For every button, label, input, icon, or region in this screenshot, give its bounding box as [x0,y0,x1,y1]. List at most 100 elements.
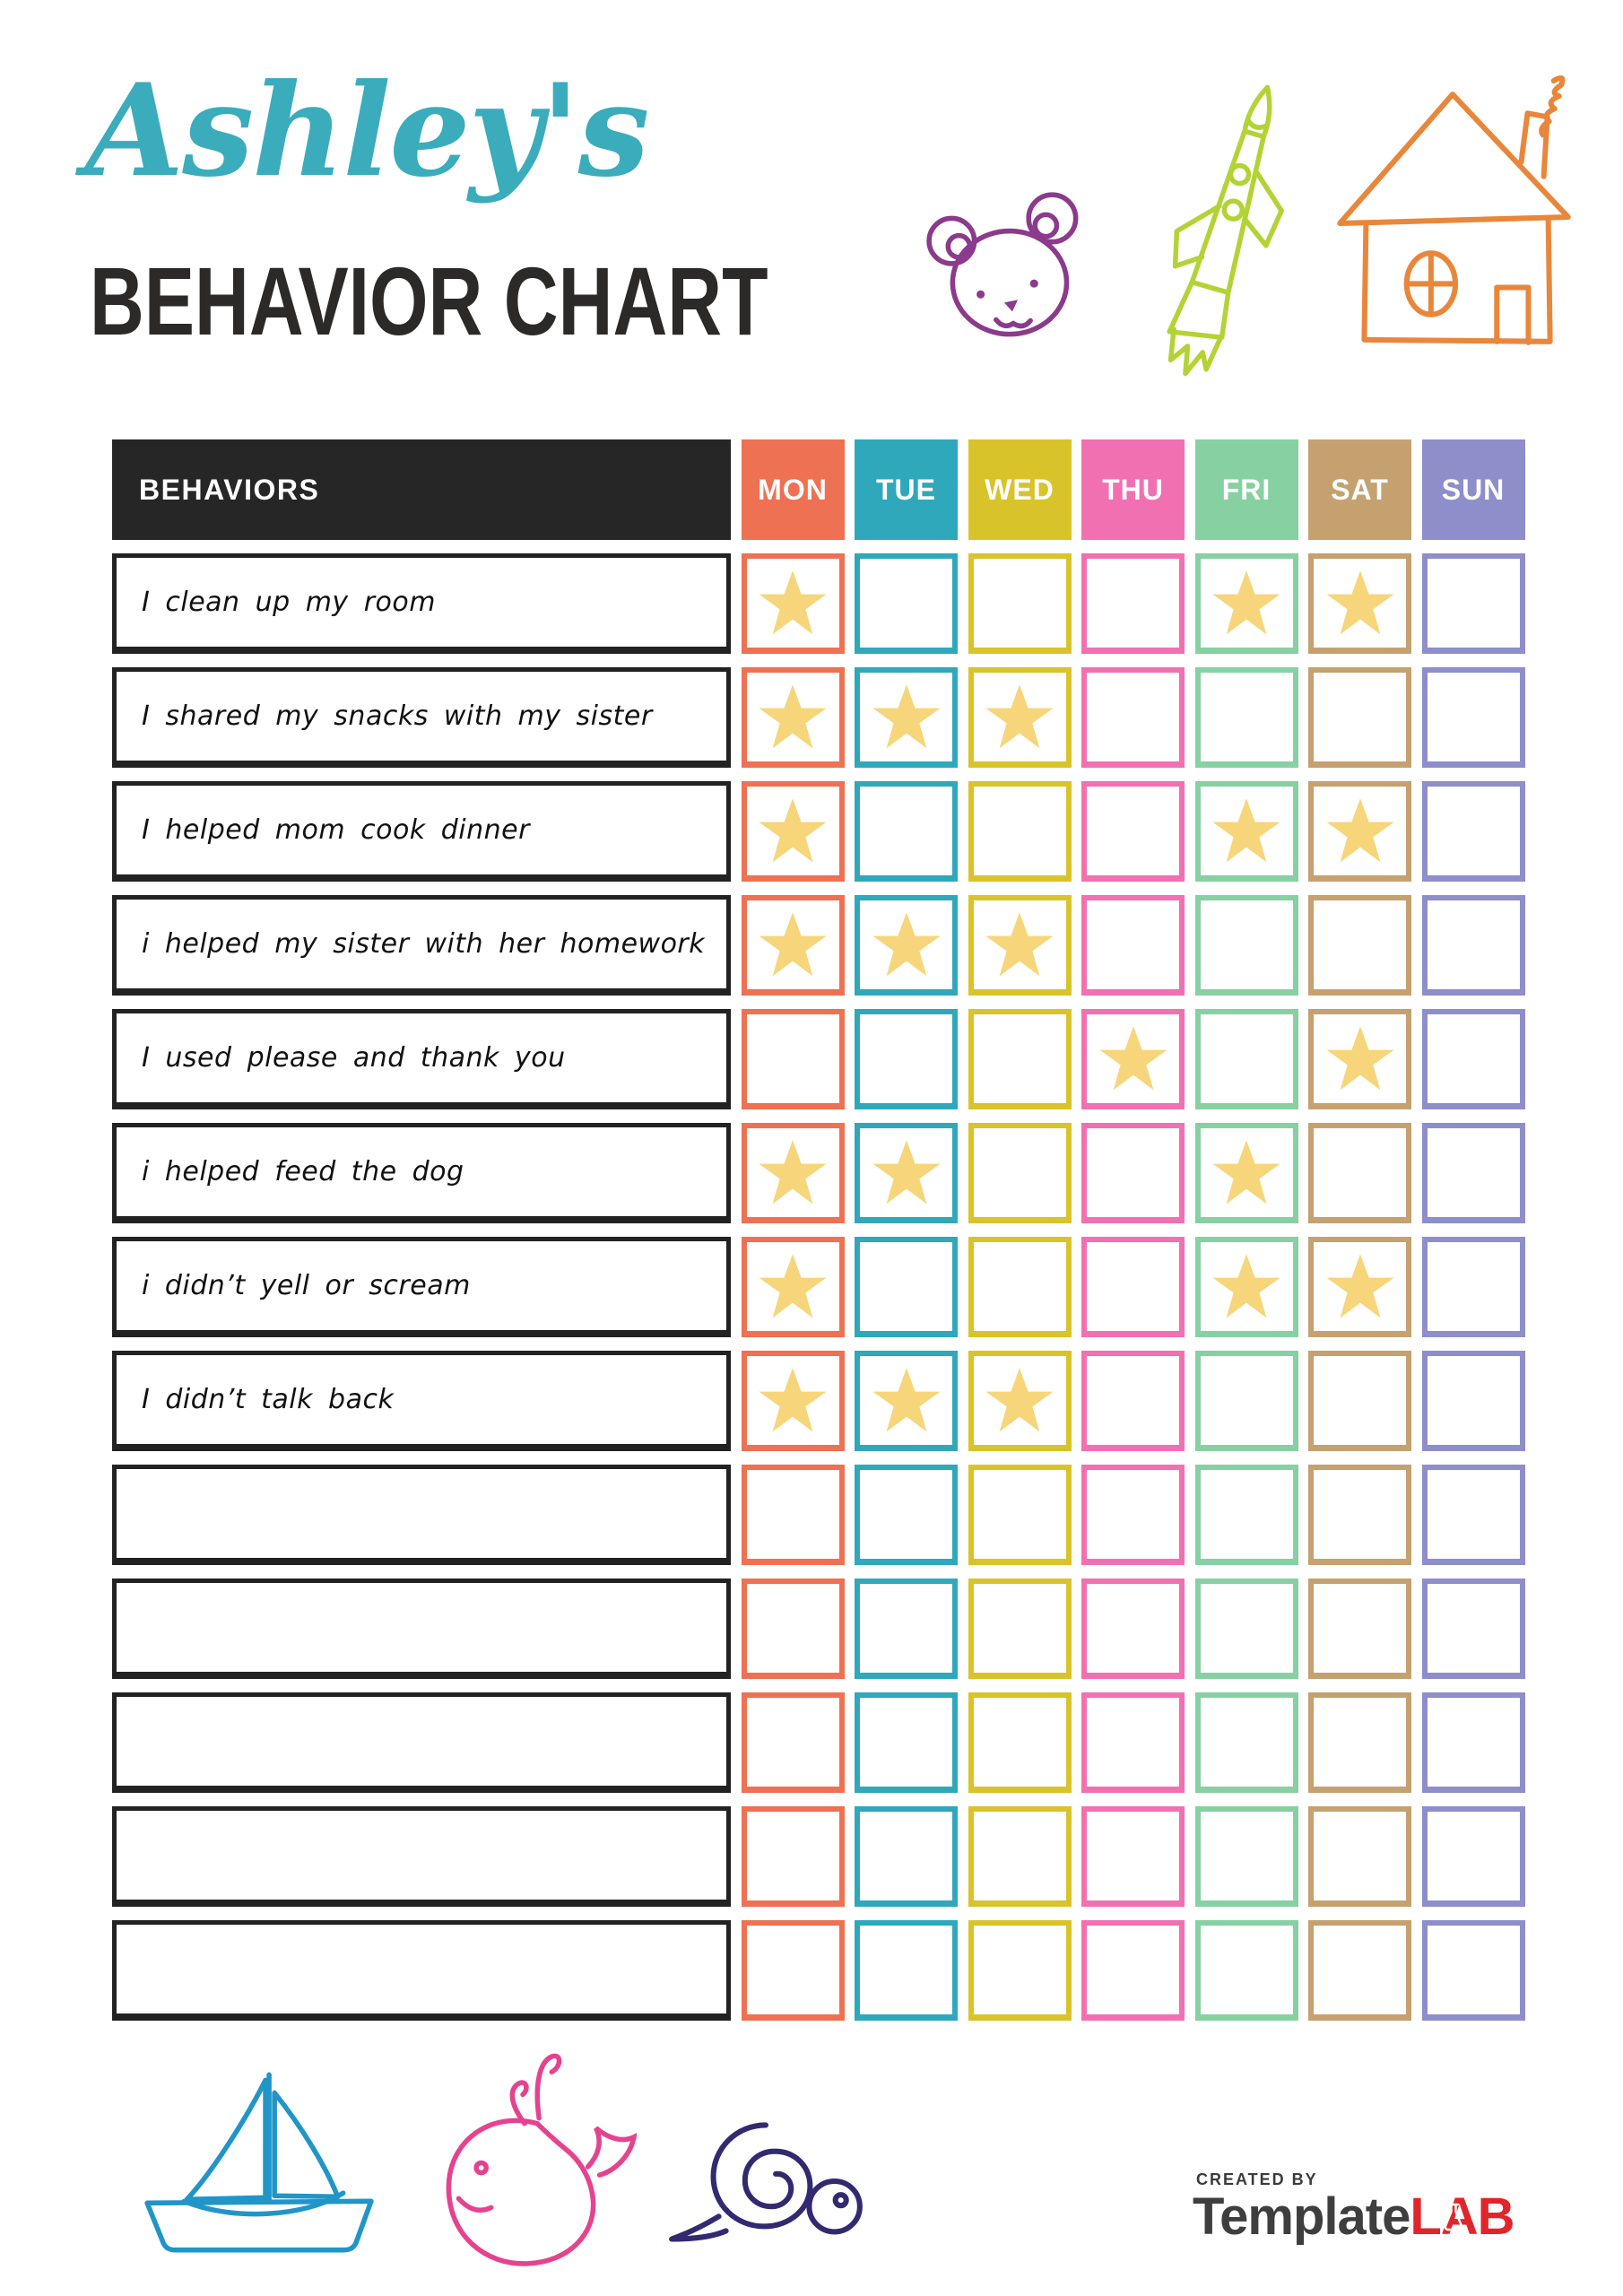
star-cell-sat-row5[interactable] [1308,1009,1411,1109]
star-cell-mon-row5[interactable] [741,1009,845,1109]
star-cell-thu-row8[interactable] [1081,1351,1185,1451]
star-cell-fri-row2[interactable] [1194,667,1298,768]
star-cell-fri-row6[interactable] [1194,1123,1298,1223]
star-cell-fri-row12[interactable] [1194,1806,1298,1907]
behavior-label: I shared my snacks with my sister [112,667,731,768]
star-cell-thu-row7[interactable] [1081,1237,1185,1337]
star-cell-thu-row4[interactable] [1081,895,1185,996]
star-cell-wed-row12[interactable] [968,1806,1072,1907]
star-cell-tue-row8[interactable] [855,1351,958,1451]
star-cell-sat-row6[interactable] [1308,1123,1411,1223]
star-cell-thu-row1[interactable] [1081,553,1185,654]
star-cell-fri-row7[interactable] [1194,1237,1298,1337]
star-cell-sun-row4[interactable] [1421,895,1525,996]
star-cell-sun-row7[interactable] [1421,1237,1525,1337]
star-cell-tue-row2[interactable] [855,667,958,768]
star-cell-wed-row8[interactable] [968,1351,1072,1451]
star-cell-sun-row2[interactable] [1421,667,1525,768]
star-cell-tue-row4[interactable] [855,895,958,996]
star-cell-tue-row6[interactable] [855,1123,958,1223]
star-cell-mon-row12[interactable] [741,1806,845,1907]
star-cell-wed-row13[interactable] [968,1920,1072,2021]
star-cell-tue-row13[interactable] [855,1920,958,2021]
star-cell-mon-row11[interactable] [741,1692,845,1793]
star-cell-tue-row1[interactable] [855,553,958,654]
star-cell-sat-row11[interactable] [1308,1692,1411,1793]
star-cell-thu-row10[interactable] [1081,1578,1185,1679]
star-cell-mon-row7[interactable] [741,1237,845,1337]
star-cell-sat-row2[interactable] [1308,667,1411,768]
star-cell-sun-row9[interactable] [1421,1465,1525,1565]
star-cell-sun-row11[interactable] [1421,1692,1525,1793]
star-cell-wed-row2[interactable] [968,667,1072,768]
star-cell-thu-row5[interactable] [1081,1009,1185,1109]
star-cell-sun-row6[interactable] [1421,1123,1525,1223]
star-cell-thu-row9[interactable] [1081,1465,1185,1565]
star-cell-sat-row7[interactable] [1308,1237,1411,1337]
star-cell-sun-row8[interactable] [1421,1351,1525,1451]
star-cell-sat-row3[interactable] [1308,781,1411,882]
star-cell-tue-row9[interactable] [855,1465,958,1565]
star-cell-thu-row11[interactable] [1081,1692,1185,1793]
star-cell-tue-row11[interactable] [855,1692,958,1793]
star-icon [985,683,1054,748]
star-icon [1212,570,1280,634]
star-cell-wed-row5[interactable] [968,1009,1072,1109]
star-cell-fri-row5[interactable] [1194,1009,1298,1109]
star-cell-thu-row6[interactable] [1081,1123,1185,1223]
star-cell-wed-row4[interactable] [968,895,1072,996]
star-cell-sat-row1[interactable] [1308,553,1411,654]
star-cell-sat-row13[interactable] [1308,1920,1411,2021]
star-cell-mon-row10[interactable] [741,1578,845,1679]
star-cell-sun-row5[interactable] [1421,1009,1525,1109]
star-cell-wed-row10[interactable] [968,1578,1072,1679]
star-cell-tue-row5[interactable] [855,1009,958,1109]
star-cell-sat-row8[interactable] [1308,1351,1411,1451]
star-cell-fri-row4[interactable] [1194,895,1298,996]
star-cell-sun-row3[interactable] [1421,781,1525,882]
star-cell-fri-row11[interactable] [1194,1692,1298,1793]
star-cell-fri-row9[interactable] [1194,1465,1298,1565]
star-cell-sun-row10[interactable] [1421,1578,1525,1679]
star-cell-fri-row1[interactable] [1194,553,1298,654]
star-icon [1325,1025,1394,1090]
star-cell-sun-row13[interactable] [1421,1920,1525,2021]
star-cell-sun-row1[interactable] [1421,553,1525,654]
star-cell-mon-row9[interactable] [741,1465,845,1565]
star-cell-wed-row7[interactable] [968,1237,1072,1337]
star-cell-thu-row13[interactable] [1081,1920,1185,2021]
star-cell-sat-row12[interactable] [1308,1806,1411,1907]
star-cell-tue-row3[interactable] [855,781,958,882]
rocket-icon [1167,84,1284,377]
star-cell-mon-row1[interactable] [741,553,845,654]
created-by-label: CREATED BY [1196,2170,1318,2188]
star-cell-thu-row2[interactable] [1081,667,1185,768]
star-cell-thu-row3[interactable] [1081,781,1185,882]
star-cell-wed-row9[interactable] [968,1465,1072,1565]
star-cell-wed-row1[interactable] [968,553,1072,654]
star-cell-tue-row7[interactable] [855,1237,958,1337]
star-cell-sat-row4[interactable] [1308,895,1411,996]
star-cell-sat-row10[interactable] [1308,1578,1411,1679]
star-cell-tue-row12[interactable] [855,1806,958,1907]
star-cell-mon-row6[interactable] [741,1123,845,1223]
star-cell-mon-row3[interactable] [741,781,845,882]
star-cell-sun-row12[interactable] [1421,1806,1525,1907]
star-cell-wed-row11[interactable] [968,1692,1072,1793]
star-cell-wed-row3[interactable] [968,781,1072,882]
behavior-label: i didn’t yell or scream [112,1237,731,1337]
star-cell-mon-row8[interactable] [741,1351,845,1451]
star-cell-tue-row10[interactable] [855,1578,958,1679]
star-cell-fri-row10[interactable] [1194,1578,1298,1679]
star-cell-fri-row8[interactable] [1194,1351,1298,1451]
star-cell-mon-row13[interactable] [741,1920,845,2021]
star-cell-wed-row6[interactable] [968,1123,1072,1223]
star-cell-mon-row2[interactable] [741,667,845,768]
star-cell-thu-row12[interactable] [1081,1806,1185,1907]
star-cell-mon-row4[interactable] [741,895,845,996]
day-header-sun: SUN [1421,439,1525,540]
brand-name-primary: Template [1193,2187,1410,2246]
star-cell-sat-row9[interactable] [1308,1465,1411,1565]
star-cell-fri-row13[interactable] [1194,1920,1298,2021]
star-cell-fri-row3[interactable] [1194,781,1298,882]
